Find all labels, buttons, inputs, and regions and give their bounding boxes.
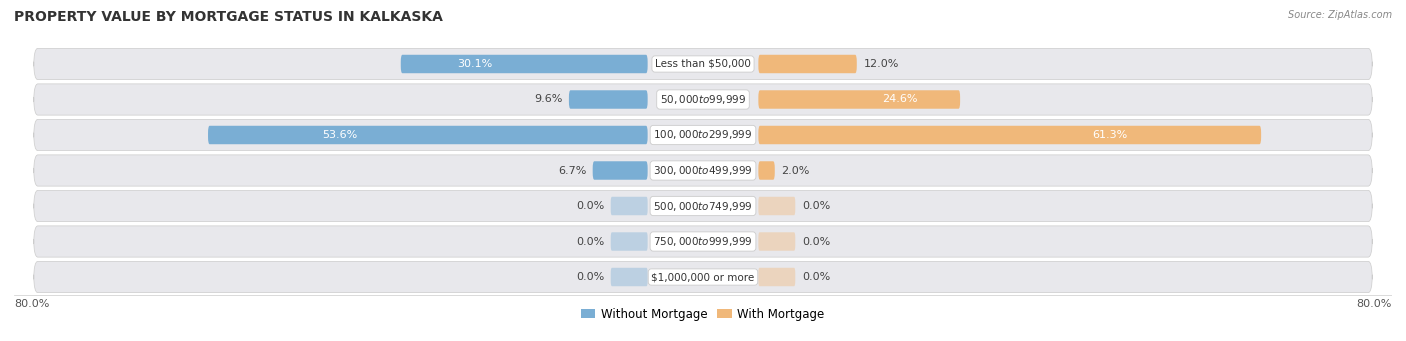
Text: Less than $50,000: Less than $50,000 [655, 59, 751, 69]
Text: 53.6%: 53.6% [322, 130, 357, 140]
Text: $50,000 to $99,999: $50,000 to $99,999 [659, 93, 747, 106]
FancyBboxPatch shape [758, 232, 796, 251]
Text: 30.1%: 30.1% [457, 59, 492, 69]
FancyBboxPatch shape [610, 197, 648, 215]
Text: 0.0%: 0.0% [801, 237, 830, 247]
FancyBboxPatch shape [758, 161, 775, 180]
FancyBboxPatch shape [758, 90, 960, 109]
Text: 61.3%: 61.3% [1092, 130, 1128, 140]
FancyBboxPatch shape [34, 226, 1372, 257]
Text: $300,000 to $499,999: $300,000 to $499,999 [654, 164, 752, 177]
FancyBboxPatch shape [610, 268, 648, 286]
FancyBboxPatch shape [401, 55, 648, 73]
Text: $500,000 to $749,999: $500,000 to $749,999 [654, 199, 752, 212]
FancyBboxPatch shape [758, 268, 796, 286]
Text: 24.6%: 24.6% [882, 94, 917, 104]
Legend: Without Mortgage, With Mortgage: Without Mortgage, With Mortgage [576, 303, 830, 325]
FancyBboxPatch shape [34, 84, 1372, 115]
FancyBboxPatch shape [34, 262, 1372, 293]
Text: 0.0%: 0.0% [576, 201, 605, 211]
Text: 80.0%: 80.0% [14, 299, 49, 309]
Text: $1,000,000 or more: $1,000,000 or more [651, 272, 755, 282]
Text: 12.0%: 12.0% [863, 59, 898, 69]
FancyBboxPatch shape [758, 55, 856, 73]
Text: 0.0%: 0.0% [576, 272, 605, 282]
Text: 0.0%: 0.0% [576, 237, 605, 247]
FancyBboxPatch shape [34, 48, 1372, 79]
FancyBboxPatch shape [34, 155, 1372, 186]
Text: 9.6%: 9.6% [534, 94, 562, 104]
FancyBboxPatch shape [34, 190, 1372, 222]
Text: 2.0%: 2.0% [782, 165, 810, 176]
FancyBboxPatch shape [569, 90, 648, 109]
FancyBboxPatch shape [758, 126, 1261, 144]
Text: 0.0%: 0.0% [801, 201, 830, 211]
Text: Source: ZipAtlas.com: Source: ZipAtlas.com [1288, 10, 1392, 20]
FancyBboxPatch shape [593, 161, 648, 180]
FancyBboxPatch shape [34, 119, 1372, 151]
Text: $750,000 to $999,999: $750,000 to $999,999 [654, 235, 752, 248]
Text: 0.0%: 0.0% [801, 272, 830, 282]
Text: PROPERTY VALUE BY MORTGAGE STATUS IN KALKASKA: PROPERTY VALUE BY MORTGAGE STATUS IN KAL… [14, 10, 443, 24]
FancyBboxPatch shape [208, 126, 648, 144]
Text: 80.0%: 80.0% [1357, 299, 1392, 309]
FancyBboxPatch shape [610, 232, 648, 251]
Text: $100,000 to $299,999: $100,000 to $299,999 [654, 129, 752, 142]
Text: 6.7%: 6.7% [558, 165, 586, 176]
FancyBboxPatch shape [758, 197, 796, 215]
